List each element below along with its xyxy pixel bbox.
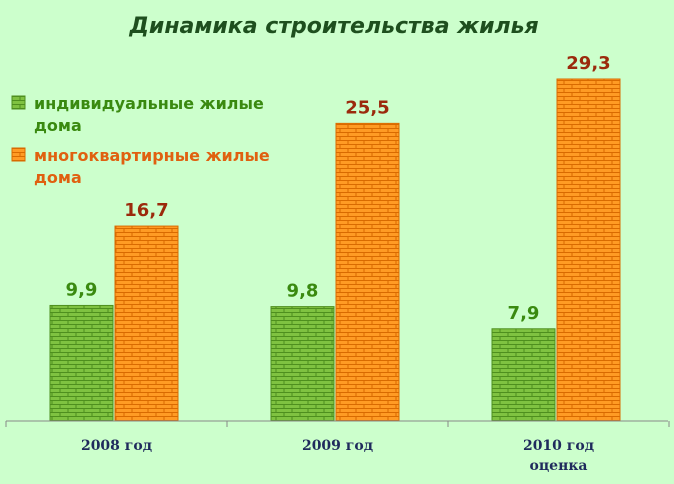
data-label-individual-2: 9,8 — [287, 281, 319, 302]
legend-label-individual-line1: индивидуальные жилые — [34, 94, 264, 113]
legend: индивидуальные жилые дома многоквартирны… — [11, 94, 275, 187]
x-axis-tick-labels: 2008 год 2009 год 2010 год оценка — [81, 438, 594, 474]
data-label-individual-3: 7,9 — [508, 303, 540, 324]
legend-swatch-multi — [11, 147, 26, 162]
x-tick-label-1: 2008 год — [81, 438, 152, 454]
legend-item-multi: многоквартирные жилые дома — [11, 146, 275, 187]
data-label-multi-1: 16,7 — [124, 200, 168, 221]
data-label-multi-2: 25,5 — [345, 97, 389, 118]
legend-item-individual: индивидуальные жилые дома — [11, 94, 269, 135]
legend-label-multi-line1: многоквартирные жилые — [34, 146, 270, 165]
bar-multi-2 — [335, 122, 400, 422]
bar-individual-1 — [49, 304, 114, 422]
bar-multi-3 — [556, 78, 621, 422]
data-label-individual-1: 9,9 — [66, 279, 98, 300]
legend-label-multi: многоквартирные жилые дома — [34, 146, 275, 187]
legend-swatch-individual — [11, 95, 26, 110]
data-label-multi-3: 29,3 — [566, 53, 610, 74]
value-labels: 9,9 16,7 9,8 25,5 7,9 29,3 — [66, 53, 611, 324]
legend-label-individual: индивидуальные жилые дома — [34, 94, 269, 135]
bar-multi-1 — [114, 225, 179, 422]
bar-individual-3 — [491, 328, 556, 422]
x-tick-label-3: 2010 год оценка — [523, 438, 594, 474]
legend-label-individual-line2: дома — [34, 116, 82, 135]
x-axis-ticks — [5, 421, 670, 427]
x-tick-label-2: 2009 год — [302, 438, 373, 454]
chart-title: Динамика строительства жилья — [128, 14, 538, 39]
bar-individual-2 — [270, 306, 335, 422]
legend-label-multi-line2: дома — [34, 168, 82, 187]
bars — [49, 78, 621, 422]
